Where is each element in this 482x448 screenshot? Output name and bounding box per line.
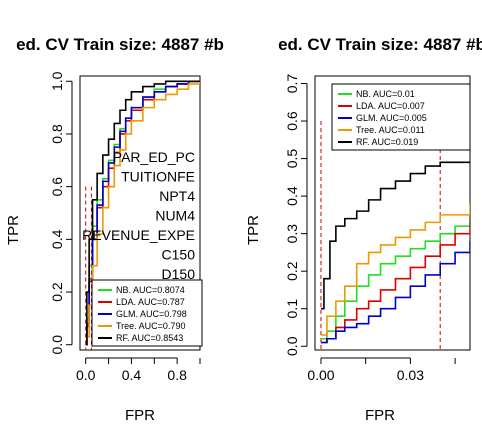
x-axis-label: FPR bbox=[125, 407, 155, 424]
y-axis-label: TPR bbox=[245, 215, 262, 245]
y-axis-label: TPR bbox=[5, 215, 22, 245]
legend-label: RF. AUC=0.019 bbox=[356, 137, 418, 147]
chart-title: ed. CV Train size: 4887 #b bbox=[278, 35, 482, 54]
feature-label: PAR_ED_PC bbox=[113, 149, 195, 165]
feature-label: D150 bbox=[162, 266, 196, 282]
roc-panel-zoom: ed. CV Train size: 4887 #b 0.00 0.03 FPR 0.0… bbox=[245, 35, 482, 424]
legend: NB. AUC=0.8074 LDA. AUC=0.787 GLM. AUC=0.7… bbox=[91, 279, 203, 347]
plot-frame bbox=[79, 75, 201, 351]
legend-label: GLM. AUC=0.798 bbox=[116, 309, 187, 319]
y-tick-label: 0.4 bbox=[49, 229, 65, 249]
x-axis-label: FPR bbox=[365, 407, 395, 424]
feature-label: NPT4 bbox=[159, 188, 195, 204]
feature-label: REVENUE_EXPE bbox=[82, 227, 195, 243]
y-tick-label: 0.4 bbox=[284, 186, 300, 206]
x-tick-label: 0.0 bbox=[76, 367, 96, 383]
legend-label: NB. AUC=0.01 bbox=[356, 89, 415, 99]
x-tick-label: 0.8 bbox=[167, 367, 187, 383]
roc-panel-full: ed. CV Train size: 4887 #b 0.0 0.4 0.8 FPR 0.… bbox=[5, 35, 224, 424]
y-tick-label: 0.2 bbox=[284, 261, 300, 281]
plot-area bbox=[320, 121, 470, 350]
legend-label: LDA. AUC=0.787 bbox=[116, 297, 185, 307]
y-tick-label: 0.5 bbox=[284, 149, 300, 169]
y-tick-label: 0.6 bbox=[49, 177, 65, 197]
legend-box bbox=[331, 83, 471, 151]
y-tick-label: 0.7 bbox=[284, 74, 300, 94]
legend-label: RF. AUC=0.8543 bbox=[116, 333, 183, 343]
plot-area bbox=[85, 80, 200, 350]
legend-label: NB. AUC=0.8074 bbox=[116, 285, 185, 295]
series-line-glm bbox=[320, 241, 470, 344]
legend-label: Tree. AUC=0.011 bbox=[356, 125, 425, 135]
x-tick-label: 0.00 bbox=[307, 367, 334, 383]
series-line-rf bbox=[85, 80, 200, 346]
y-tick-label: 0.6 bbox=[284, 111, 300, 131]
y-tick-label: 1.0 bbox=[49, 71, 65, 91]
y-tick-label: 0.2 bbox=[49, 282, 65, 302]
feature-label: C150 bbox=[162, 247, 196, 263]
y-tick-label: 0.8 bbox=[49, 124, 65, 144]
series-line-lda bbox=[320, 222, 470, 344]
legend: NB. AUC=0.01 LDA. AUC=0.007 GLM. AUC=0.005… bbox=[331, 83, 471, 151]
legend-label: Tree. AUC=0.790 bbox=[116, 321, 185, 331]
legend-label: LDA. AUC=0.007 bbox=[356, 101, 425, 111]
series-line-tree bbox=[320, 203, 470, 336]
chart-title: ed. CV Train size: 4887 #b bbox=[16, 35, 224, 54]
feature-label: TUITIONFE bbox=[121, 169, 195, 185]
y-tick-label: 0.0 bbox=[284, 336, 300, 356]
series-line-rf bbox=[320, 161, 470, 310]
legend-label: GLM. AUC=0.005 bbox=[356, 113, 427, 123]
x-tick-label: 0.4 bbox=[122, 367, 142, 383]
y-tick-label: 0.3 bbox=[284, 224, 300, 244]
y-tick-label: 0.1 bbox=[284, 299, 300, 319]
y-tick-label: 0.0 bbox=[49, 335, 65, 355]
feature-label: NUM4 bbox=[155, 208, 195, 224]
x-tick-label: 0.03 bbox=[397, 367, 424, 383]
